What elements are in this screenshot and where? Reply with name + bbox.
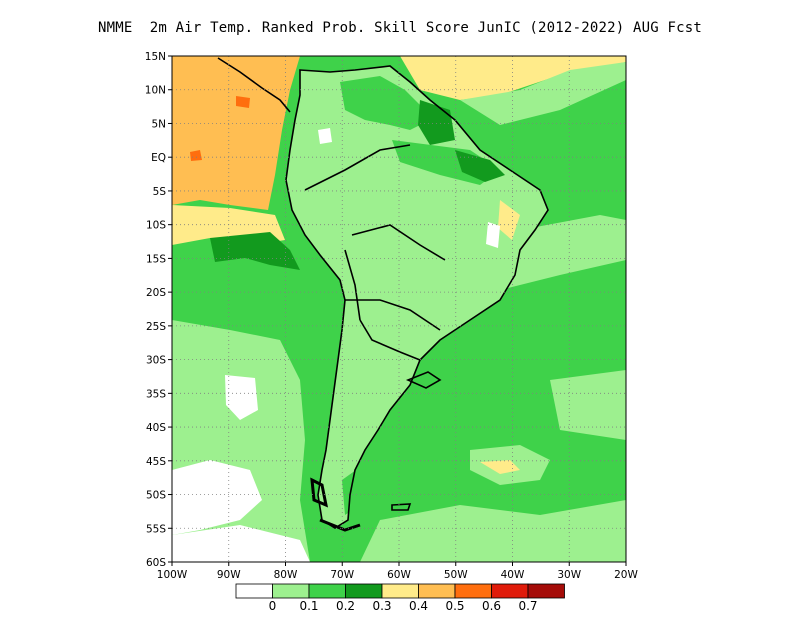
colorbar-swatch bbox=[381, 583, 419, 599]
lon-label: 70W bbox=[330, 569, 354, 581]
lat-label: 15N bbox=[145, 51, 166, 63]
colorbar-label: 0.6 bbox=[482, 599, 501, 613]
lat-label: 45S bbox=[146, 456, 166, 468]
lat-label: 10N bbox=[145, 85, 166, 97]
lon-label: 20W bbox=[614, 569, 638, 581]
lat-label: 15S bbox=[146, 253, 166, 265]
colorbar-swatch bbox=[491, 583, 529, 599]
longitude-labels: 100W 90W 80W 70W 60W 50W 40W 30W 20W bbox=[157, 569, 639, 581]
lat-label: 10S bbox=[146, 220, 166, 232]
latitude-labels: 15N 10N 5N EQ 5S 10S 15S 20S 25S 30S 35S 40S 45S 50S 5… bbox=[145, 51, 167, 569]
lon-label: 60W bbox=[387, 569, 411, 581]
colorbar-swatch bbox=[527, 583, 565, 599]
lon-label: 100W bbox=[157, 569, 188, 581]
colorbar bbox=[235, 583, 565, 599]
map-ticks bbox=[168, 55, 627, 566]
lat-label: 60S bbox=[146, 557, 166, 569]
colorbar-swatch bbox=[418, 583, 456, 599]
lat-label: 5N bbox=[151, 118, 166, 130]
colorbar-label: 0 bbox=[269, 599, 277, 613]
lon-label: 80W bbox=[274, 569, 298, 581]
colorbar-label: 0.2 bbox=[336, 599, 355, 613]
colorbar-label: 0.1 bbox=[299, 599, 318, 613]
lat-label: 25S bbox=[146, 321, 166, 333]
colorbar-swatch bbox=[272, 583, 310, 599]
lat-label: 35S bbox=[146, 388, 166, 400]
lon-label: 90W bbox=[217, 569, 241, 581]
lat-label: 30S bbox=[146, 355, 166, 367]
colorbar-swatch bbox=[235, 583, 273, 599]
colorbar-swatch bbox=[308, 583, 346, 599]
colorbar-label: 0.5 bbox=[445, 599, 464, 613]
colorbar-swatch bbox=[454, 583, 492, 599]
lat-label: 40S bbox=[146, 422, 166, 434]
lat-label: 20S bbox=[146, 287, 166, 299]
lon-label: 30W bbox=[557, 569, 581, 581]
lat-label: 55S bbox=[146, 523, 166, 535]
pacific-high-skill-region bbox=[172, 56, 300, 210]
lat-label: EQ bbox=[151, 152, 166, 164]
coastlines bbox=[217, 57, 549, 532]
colorbar-swatch bbox=[345, 583, 383, 599]
map-grid bbox=[172, 56, 626, 562]
lon-label: 40W bbox=[501, 569, 525, 581]
lat-label: 50S bbox=[146, 490, 166, 502]
map-title: NMME 2m Air Temp. Ranked Prob. Skill Sco… bbox=[97, 20, 702, 36]
colorbar-label: 0.4 bbox=[409, 599, 428, 613]
colorbar-label: 0.3 bbox=[372, 599, 391, 613]
colorbar-label: 0.7 bbox=[518, 599, 537, 613]
lon-label: 50W bbox=[444, 569, 468, 581]
colorbar-labels: 0 0.1 0.2 0.3 0.4 0.5 0.6 0.7 bbox=[269, 599, 538, 613]
lat-label: 5S bbox=[153, 186, 167, 198]
